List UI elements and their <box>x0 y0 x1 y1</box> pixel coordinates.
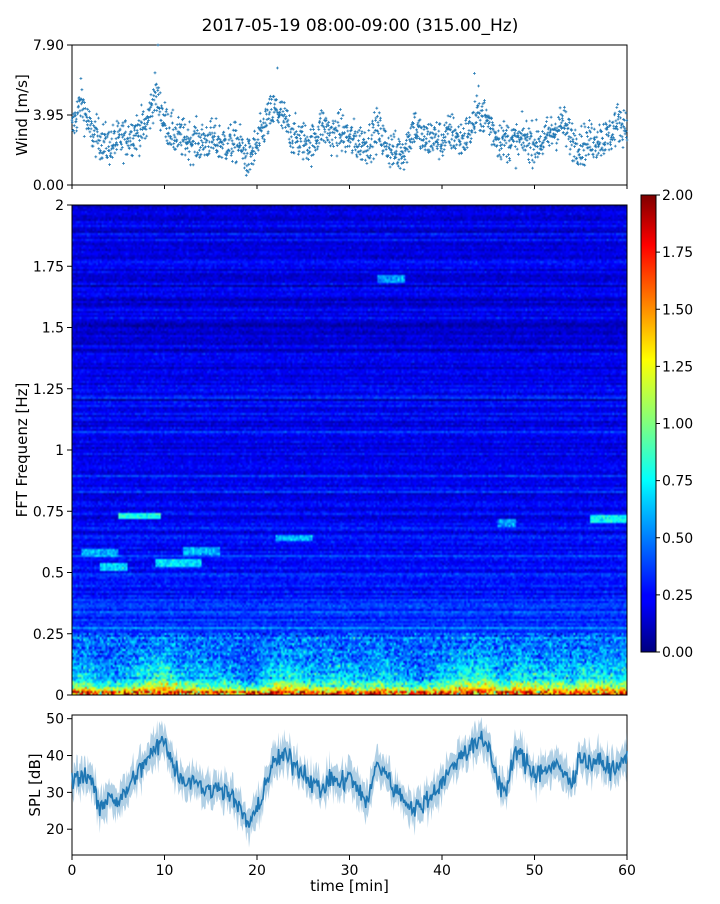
spl-y-tick-label: 40 <box>46 749 64 765</box>
spectrogram-y-tick-label: 1 <box>55 443 64 459</box>
spl-y-ticks: 20 30 40 50 <box>46 712 72 838</box>
colorbar-tick-label: 0.50 <box>662 531 693 547</box>
x-axis-label: time [min] <box>310 877 389 895</box>
spl-x-tick-label: 20 <box>248 863 266 879</box>
spl-x-tick-label: 30 <box>341 863 359 879</box>
spectrogram-y-tick-label: 1.25 <box>33 382 64 398</box>
spectrogram-y-tick-label: 0 <box>55 688 64 704</box>
wind-scatter-markers <box>70 43 629 177</box>
wind-y-tick-label: 3.95 <box>33 108 64 124</box>
spl-panel: 20 30 40 50 0 10 20 30 40 50 60 SPL [dB] time [mi… <box>26 712 636 895</box>
wind-scatter-series <box>70 43 629 177</box>
spectrogram-y-tick-label: 2 <box>55 198 64 214</box>
wind-y-ticks: 0.00 3.95 7.90 <box>33 38 72 194</box>
spl-x-tick-label: 50 <box>526 863 544 879</box>
spl-x-tick-label: 40 <box>433 863 451 879</box>
spl-y-axis-label: SPL [dB] <box>26 753 44 816</box>
spl-x-tick-label: 0 <box>68 863 77 879</box>
spectrogram-y-tick-label: 1.75 <box>33 259 64 275</box>
spectrogram-y-tick-label: 1.5 <box>42 321 64 337</box>
spl-plot-frame <box>71 714 628 856</box>
colorbar-tick-label: 1.00 <box>662 417 693 433</box>
wind-y-axis-label: Wind [m/s] <box>13 74 31 156</box>
wind-plot-frame <box>71 44 628 186</box>
wind-y-tick-label: 7.90 <box>33 38 64 54</box>
spl-y-tick-label: 30 <box>46 785 64 801</box>
spl-x-tick-label: 60 <box>618 863 636 879</box>
colorbar-tick-label: 1.50 <box>662 302 693 318</box>
colorbar-tick-label: 1.75 <box>662 245 693 261</box>
spectrogram-heatmap <box>72 205 627 695</box>
colorbar-tick-label: 0.25 <box>662 588 693 604</box>
spl-x-tick-label: 10 <box>156 863 174 879</box>
colorbar-tick-label: 2.00 <box>662 188 693 204</box>
spectrogram-y-tick-label: 0.75 <box>33 504 64 520</box>
colorbar: 0.00 0.25 0.50 0.75 1.00 1.25 1.50 1.75 2.00 <box>640 188 693 661</box>
colorbar-tick-label: 0.75 <box>662 474 693 490</box>
wind-x-ticks <box>71 185 628 189</box>
spectrogram-y-axis-label: FFT Frequenz [Hz] <box>13 383 31 518</box>
spl-y-tick-label: 20 <box>46 822 64 838</box>
figure-title: 2017-05-19 08:00-09:00 (315.00_Hz) <box>202 16 519 36</box>
spl-x-ticks: 0 10 20 30 40 50 60 <box>68 855 636 879</box>
spectrogram-panel: 0 0.25 0.5 0.75 1 1.25 1.5 1.75 2 FFT Frequenz [… <box>13 198 628 704</box>
colorbar-ticks: 0.00 0.25 0.50 0.75 1.00 1.25 1.50 1.75 2.00 <box>656 188 693 661</box>
spectrogram-y-tick-label: 0.25 <box>33 627 64 643</box>
wind-y-tick-label: 0.00 <box>33 178 64 194</box>
spectrogram-y-tick-label: 0.5 <box>42 566 64 582</box>
wind-panel: 0.00 3.95 7.90 Wind [m/s] <box>13 38 629 194</box>
colorbar-gradient <box>640 194 657 653</box>
spl-y-tick-label: 50 <box>46 712 64 728</box>
colorbar-tick-label: 1.25 <box>662 359 693 375</box>
spl-series-line <box>71 730 628 828</box>
colorbar-tick-label: 0.00 <box>662 645 693 661</box>
spectrogram-y-ticks: 0 0.25 0.5 0.75 1 1.25 1.5 1.75 2 <box>33 198 72 704</box>
